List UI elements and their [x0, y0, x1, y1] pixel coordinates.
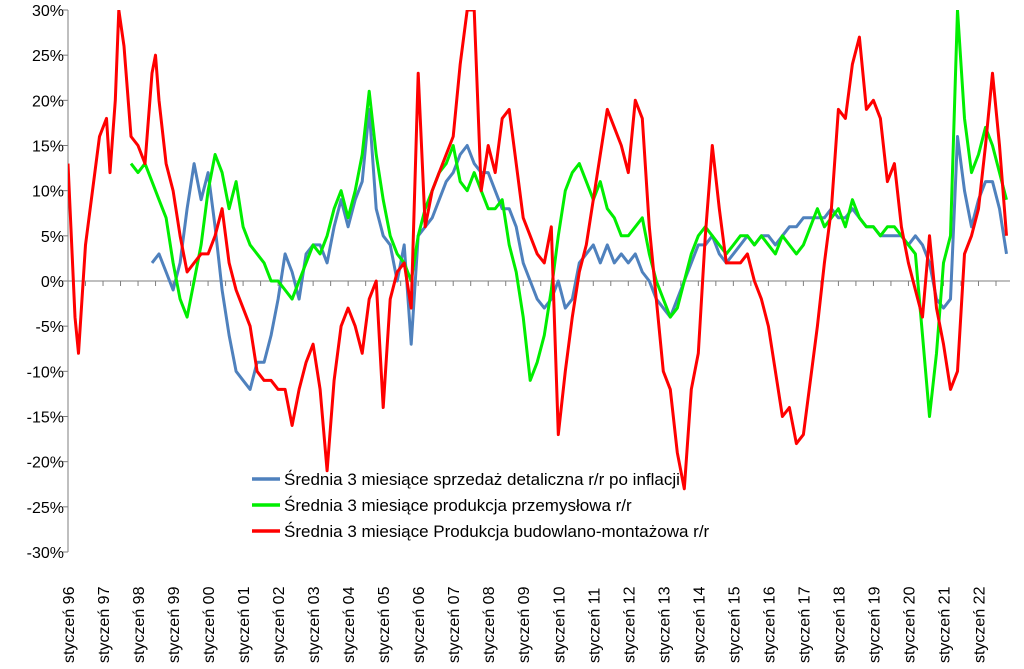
x-tick-label: styczeń 11 [586, 588, 603, 663]
x-tick-label: styczeń 22 [971, 586, 988, 663]
y-tick-label: 15% [32, 139, 64, 156]
x-tick-label: styczeń 13 [656, 586, 673, 663]
x-tick-label: styczeń 97 [96, 586, 113, 663]
x-tick-label: styczeń 19 [866, 586, 883, 663]
x-tick-label: styczeń 04 [341, 586, 358, 663]
y-tick-label: 20% [32, 93, 64, 110]
x-tick-label: styczeń 17 [796, 586, 813, 663]
series-line-1 [150, 107, 1008, 391]
x-tick-label: styczeń 05 [376, 586, 393, 663]
y-tick-label: 25% [32, 48, 64, 65]
series-lines [68, 10, 1008, 491]
x-tick-label: styczeń 07 [446, 586, 463, 663]
x-tick-label: styczeń 08 [481, 586, 498, 663]
y-tick-label: -25% [27, 500, 64, 517]
x-tick-label: styczeń 09 [516, 586, 533, 663]
y-tick-label: -10% [27, 364, 64, 381]
x-tick-label: styczeń 21 [936, 586, 953, 663]
y-tick-label: -15% [27, 410, 64, 427]
x-axis: styczeń 96 styczeń 97 styczeń 98 styczeń 99… [61, 280, 1010, 663]
x-tick-label: styczeń 18 [831, 586, 848, 663]
x-tick-label: styczeń 10 [551, 586, 568, 663]
x-tick-label: styczeń 99 [166, 586, 183, 663]
y-tick-label: -5% [36, 319, 64, 336]
legend: Średnia 3 miesiące sprzedaż detaliczna r… [252, 470, 710, 541]
x-tick-label: styczeń 01 [236, 586, 253, 663]
x-tick-label: styczeń 16 [761, 586, 778, 663]
x-tick-label: styczeń 98 [131, 586, 148, 663]
x-tick-label: styczeń 02 [271, 586, 288, 663]
legend-label: Średnia 3 miesiące produkcja przemysłowa… [284, 496, 632, 515]
x-tick-label: styczeń 20 [901, 586, 918, 663]
x-tick-label: styczeń 06 [411, 586, 428, 663]
y-tick-label: -20% [27, 455, 64, 472]
y-tick-label: 10% [32, 184, 64, 201]
legend-label: Średnia 3 miesiące sprzedaż detaliczna r… [284, 470, 680, 489]
legend-label: Średnia 3 miesiące Produkcja budowlano-m… [284, 522, 710, 541]
x-tick-label: styczeń 14 [691, 586, 708, 663]
x-tick-label: styczeń 00 [201, 586, 218, 663]
y-tick-label: 0% [41, 274, 64, 291]
y-tick-label: 5% [41, 229, 64, 246]
x-tick-label: styczeń 03 [306, 586, 323, 663]
x-tick-label: styczeń 15 [726, 586, 743, 663]
x-tick-label: styczeń 96 [61, 586, 78, 663]
series-line-3 [68, 10, 1008, 491]
series-line-2 [129, 10, 1008, 418]
y-axis: 30% 25% 20% 15% 10% 5% 0% -5% -10% -15% -20% -25% -3… [27, 3, 69, 562]
y-tick-label: -30% [27, 545, 64, 562]
y-tick-label: 30% [32, 3, 64, 20]
x-tick-label: styczeń 12 [621, 586, 638, 663]
